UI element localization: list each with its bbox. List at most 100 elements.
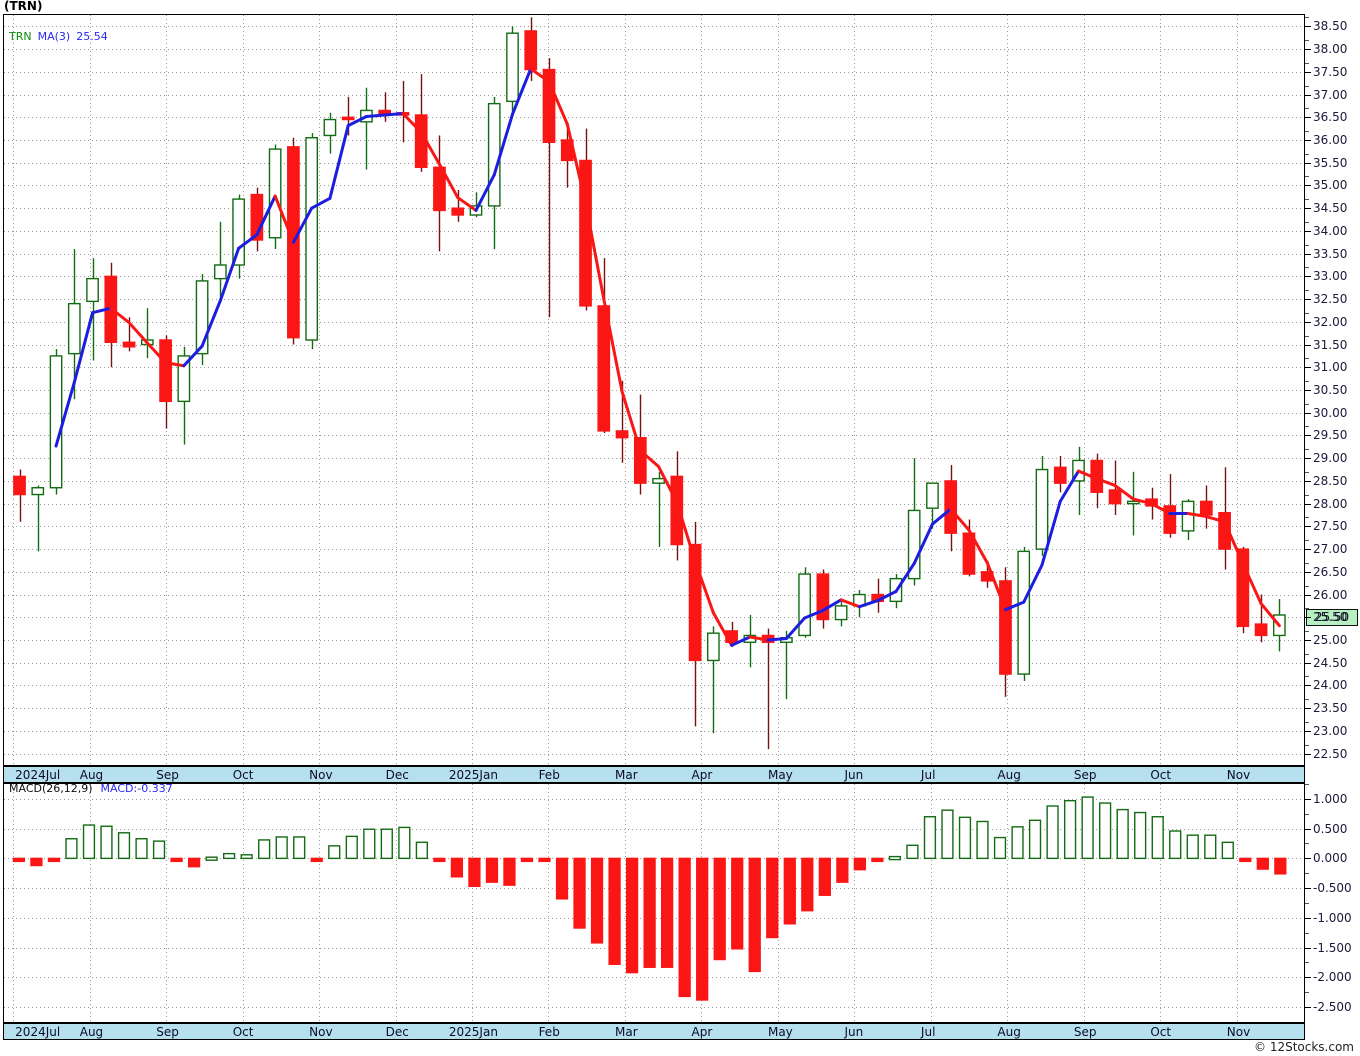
macd-tick-mark	[1305, 977, 1311, 979]
date-axis-label: Mar	[615, 768, 638, 782]
price-tick-mark	[1305, 503, 1311, 505]
macd-tick-mark	[1305, 798, 1311, 800]
date-axis-label: Oct	[232, 768, 254, 782]
macd-legend-value: MACD:-0.337	[100, 782, 173, 795]
macd-tick-mark-minor	[1305, 992, 1309, 994]
price-tick-mark	[1305, 140, 1311, 141]
price-tick-label: 32.50	[1313, 292, 1348, 307]
date-axis-label: May	[767, 1025, 793, 1039]
macd-chart-panel[interactable]: MACD(26,12,9) MACD:-0.337	[3, 783, 1305, 1023]
price-tick-mark-minor	[1305, 312, 1309, 314]
price-tick-mark-minor	[1305, 426, 1309, 428]
price-tick-mark-minor	[1305, 221, 1309, 223]
price-tick-mark	[1305, 230, 1311, 232]
price-tick-label: 38.00	[1313, 42, 1348, 57]
macd-tick-label: -2.500	[1313, 1000, 1352, 1015]
price-tick-mark	[1305, 480, 1311, 482]
price-tick-mark	[1305, 208, 1311, 210]
price-tick-mark-minor	[1305, 744, 1309, 746]
macd-tick-mark	[1305, 1007, 1311, 1009]
date-axis-label: Nov	[309, 768, 333, 782]
price-tick-mark-minor	[1305, 381, 1309, 382]
price-tick-mark	[1305, 617, 1311, 619]
price-tick-mark-minor	[1305, 40, 1309, 42]
price-tick-mark	[1305, 435, 1311, 437]
price-tick-mark	[1305, 185, 1311, 187]
date-axis-label: Aug	[997, 768, 1021, 782]
macd-tick-label: 0.500	[1313, 821, 1348, 836]
candlestick-series	[13, 17, 1286, 750]
price-tick-mark	[1305, 49, 1311, 51]
price-tick-mark-minor	[1305, 85, 1309, 87]
macd-tick-mark	[1305, 858, 1311, 860]
date-axis-label: Oct	[232, 1025, 254, 1039]
price-tick-mark-minor	[1305, 335, 1309, 337]
price-tick-mark-minor	[1305, 562, 1309, 564]
price-tick-mark-minor	[1305, 449, 1309, 451]
price-tick-mark	[1305, 685, 1311, 687]
price-tick-label: 32.00	[1313, 314, 1348, 329]
date-axis-label: Mar	[615, 1025, 638, 1039]
macd-tick-mark-minor	[1305, 843, 1309, 845]
macd-tick-mark-minor	[1305, 962, 1309, 964]
price-tick-label: 23.00	[1313, 723, 1348, 738]
price-tick-mark-minor	[1305, 494, 1309, 496]
price-tick-mark-minor	[1305, 721, 1309, 723]
date-axis-label: May	[767, 768, 793, 782]
date-axis-label: 2025Jan	[448, 768, 498, 782]
price-tick-mark	[1305, 94, 1311, 96]
price-tick-mark-minor	[1305, 608, 1309, 610]
date-axis-label: Aug	[79, 768, 104, 782]
price-tick-mark-minor	[1305, 471, 1309, 473]
macd-tick-label: 1.000	[1313, 791, 1348, 806]
last-price-tag: 25.50	[1306, 609, 1358, 627]
date-axis-label: Jun	[844, 768, 864, 782]
price-chart-panel[interactable]: TRN MA(3) 25.54	[3, 14, 1305, 766]
date-axis-label: Sep	[1073, 768, 1097, 782]
price-tick-mark	[1305, 594, 1311, 596]
macd-tick-mark	[1305, 888, 1311, 890]
price-tick-label: 38.50	[1313, 19, 1348, 34]
price-tick-mark-minor	[1305, 653, 1309, 655]
price-tick-mark	[1305, 276, 1311, 278]
price-tick-mark	[1305, 640, 1311, 641]
price-legend: TRN MA(3) 25.54	[9, 31, 108, 42]
price-tick-mark	[1305, 412, 1311, 414]
date-axis-upper: 2024Jul Aug Sep Oct Nov Dec 2025Jan Feb Mar Apr Ma…	[3, 766, 1305, 783]
price-tick-mark	[1305, 71, 1311, 73]
macd-tick-mark	[1305, 947, 1311, 949]
price-tick-mark	[1305, 458, 1311, 460]
price-tick-mark	[1305, 730, 1311, 732]
macd-tick-label: 0.000	[1313, 851, 1348, 866]
price-tick-label: 26.00	[1313, 587, 1348, 602]
price-tick-label: 26.50	[1313, 564, 1348, 579]
price-tick-label: 30.50	[1313, 383, 1348, 397]
macd-tick-label: -2.000	[1313, 970, 1352, 985]
macd-tick-label: -1.000	[1313, 910, 1352, 925]
price-tick-mark	[1305, 571, 1311, 573]
price-tick-mark	[1305, 117, 1311, 119]
price-tick-mark	[1305, 662, 1311, 664]
price-legend-symbol: TRN	[9, 30, 32, 43]
price-plot-svg	[4, 15, 1304, 765]
date-axis-label: Oct	[1150, 768, 1172, 782]
macd-tick-label: -1.500	[1313, 940, 1352, 955]
macd-histogram-series	[12, 796, 1287, 1001]
date-axis-label: 2024Jul	[15, 1025, 61, 1039]
price-tick-label: 22.50	[1313, 746, 1348, 761]
price-tick-mark	[1305, 321, 1311, 323]
price-tick-label: 28.50	[1313, 473, 1348, 488]
date-axis-label: Aug	[997, 1025, 1021, 1039]
price-tick-label: 24.50	[1313, 655, 1348, 670]
price-tick-mark-minor	[1305, 290, 1309, 292]
price-tick-label: 29.50	[1313, 428, 1348, 443]
macd-legend-label: MACD(26,12,9)	[9, 782, 93, 795]
date-axis-label: 2025Jan	[448, 1025, 498, 1039]
date-axis-label: Dec	[385, 768, 409, 782]
date-axis-label: Nov	[1226, 768, 1251, 782]
price-tick-label: 27.50	[1313, 519, 1348, 534]
price-tick-mark	[1305, 708, 1311, 710]
price-tick-label: 33.50	[1313, 246, 1348, 261]
price-tick-label: 36.50	[1313, 110, 1348, 125]
